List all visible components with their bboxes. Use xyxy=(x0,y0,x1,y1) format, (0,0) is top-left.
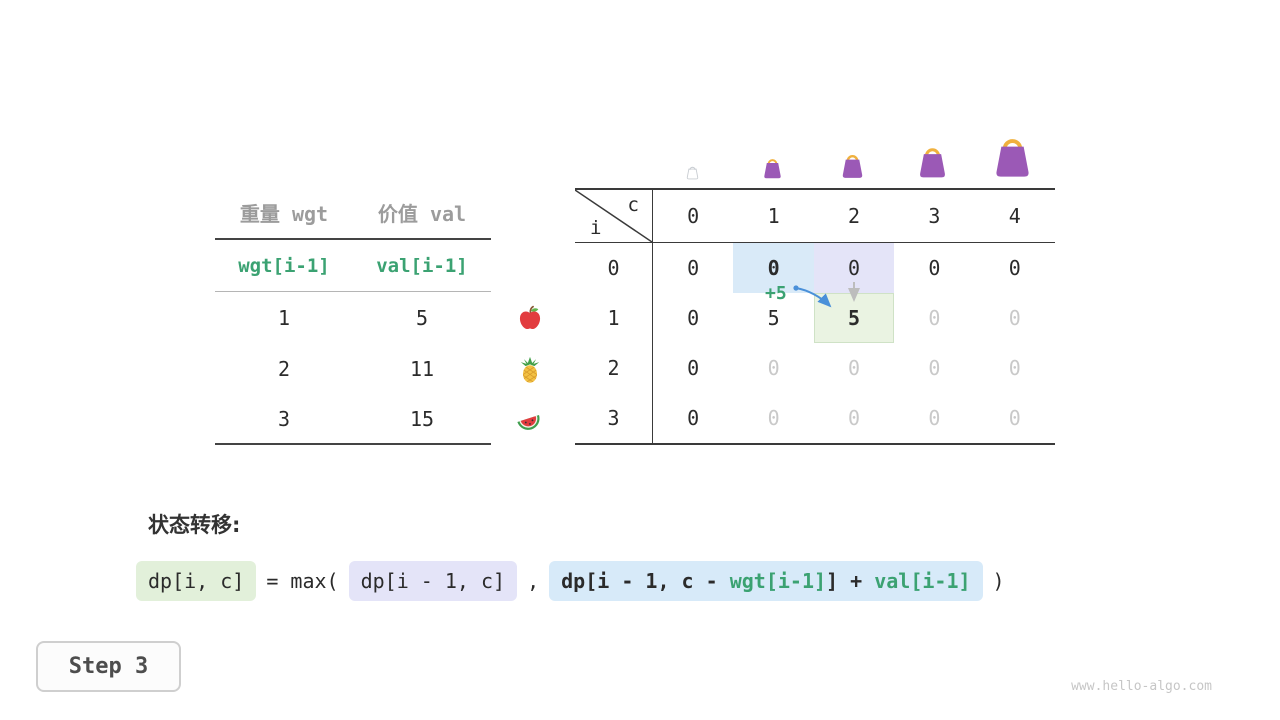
dp-cell-0-1: 0 xyxy=(733,243,814,293)
step-indicator: Step 3 xyxy=(36,641,181,692)
capacity-axis-label: c xyxy=(627,194,639,216)
dp-col-header-1: 1 xyxy=(733,190,814,243)
formula-arg2-val: val[i-1] xyxy=(874,569,971,593)
formula-arg1-box: dp[i - 1, c] xyxy=(348,561,518,601)
items-table-header-row: 重量 wgt 价值 val xyxy=(215,186,491,240)
dp-cell-1-2: 5 xyxy=(813,293,895,343)
item-1-value: 5 xyxy=(415,305,429,330)
formula-arg2-part1: dp[i - 1, c - xyxy=(561,569,730,593)
dp-cell-1-0: 0 xyxy=(687,306,700,330)
item-2-weight: 2 xyxy=(277,356,291,381)
bag-capacity-1-icon xyxy=(761,155,784,180)
dp-cell-2-1: 0 xyxy=(767,356,780,380)
formula-arg2-part2: ] + xyxy=(826,569,875,593)
dp-cell-0-4: 0 xyxy=(1008,256,1021,280)
dp-col-header-0: 0 xyxy=(653,190,734,243)
dp-cell-3-0: 0 xyxy=(687,406,700,430)
dp-row-header-0: 0 xyxy=(575,243,653,293)
dp-row-header-3: 3 xyxy=(575,393,653,443)
dp-cell-2-4: 0 xyxy=(1008,356,1021,380)
item-3-weight: 3 xyxy=(277,406,291,431)
value-column-header: 价值 val xyxy=(377,201,467,226)
formula-closing-paren: ) xyxy=(992,569,1005,593)
formula-arg2-box: dp[i - 1, c - wgt[i-1]] + val[i-1] xyxy=(549,561,983,601)
items-table-formula-row: wgt[i-1] val[i-1] xyxy=(215,240,491,292)
state-transition-heading: 状态转移: xyxy=(148,513,241,537)
state-transition-formula: dp[i, c] = max( dp[i - 1, c] , dp[i - 1,… xyxy=(136,561,1005,601)
bag-capacity-0-icon xyxy=(685,164,700,180)
item-row-3: 3 15 xyxy=(215,394,491,445)
watermark-url: www.hello-algo.com xyxy=(1071,679,1212,694)
dp-row-header-2: 2 xyxy=(575,343,653,393)
dp-corner-cell: c i xyxy=(575,190,653,243)
item-3-value: 15 xyxy=(409,406,435,431)
dp-cell-0-3: 0 xyxy=(928,256,941,280)
formula-separator: , xyxy=(527,569,540,593)
dp-cell-2-3: 0 xyxy=(928,356,941,380)
dp-col-header-2: 2 xyxy=(813,190,895,243)
dp-table: c i 0 1 2 3 4 0 0 0 0 0 0 1 0 5 5 0 0 2 … xyxy=(575,188,1055,445)
dp-cell-2-0: 0 xyxy=(687,356,700,380)
item-1-weight: 1 xyxy=(277,305,291,330)
items-table: 重量 wgt 价值 val wgt[i-1] val[i-1] 1 5 2 11… xyxy=(215,186,491,445)
weight-formula-label: wgt[i-1] xyxy=(238,254,330,277)
dp-cell-3-1: 0 xyxy=(767,406,780,430)
dp-grid: c i 0 1 2 3 4 0 0 0 0 0 0 1 0 5 5 0 0 2 … xyxy=(575,190,1055,443)
item-row-2: 2 11 xyxy=(215,343,491,394)
dp-cell-0-0: 0 xyxy=(687,256,700,280)
weight-column-header: 重量 wgt xyxy=(239,201,329,226)
dp-cell-1-3: 0 xyxy=(928,306,941,330)
dp-col-header-4: 4 xyxy=(974,190,1055,243)
item-axis-label: i xyxy=(590,217,602,239)
pineapple-icon xyxy=(516,356,544,384)
bag-capacity-3-icon xyxy=(915,142,950,180)
plus-value-annotation: +5 xyxy=(765,283,787,304)
item-row-1: 1 5 xyxy=(215,292,491,343)
diagonal-divider xyxy=(575,190,652,242)
formula-operator: = max( xyxy=(266,569,339,593)
dp-cell-3-3: 0 xyxy=(928,406,941,430)
dp-col-header-3: 3 xyxy=(894,190,975,243)
watermelon-icon xyxy=(515,407,543,435)
dp-row-header-1: 1 xyxy=(575,293,653,343)
dp-cell-2-2: 0 xyxy=(847,356,861,380)
dp-cell-1-1: 5 xyxy=(767,306,780,330)
bag-capacity-2-icon xyxy=(839,150,866,180)
formula-lhs-box: dp[i, c] xyxy=(136,561,257,601)
bag-capacity-4-icon xyxy=(990,131,1035,180)
dp-cell-3-4: 0 xyxy=(1008,406,1021,430)
dp-cell-0-2: 0 xyxy=(813,243,895,293)
dp-cell-3-2: 0 xyxy=(847,406,861,430)
step-label: Step 3 xyxy=(68,654,149,679)
apple-icon xyxy=(516,304,544,332)
value-formula-label: val[i-1] xyxy=(376,254,468,277)
item-2-value: 11 xyxy=(409,356,435,381)
dp-cell-1-4: 0 xyxy=(1008,306,1021,330)
formula-arg2-wgt: wgt[i-1] xyxy=(729,569,827,593)
